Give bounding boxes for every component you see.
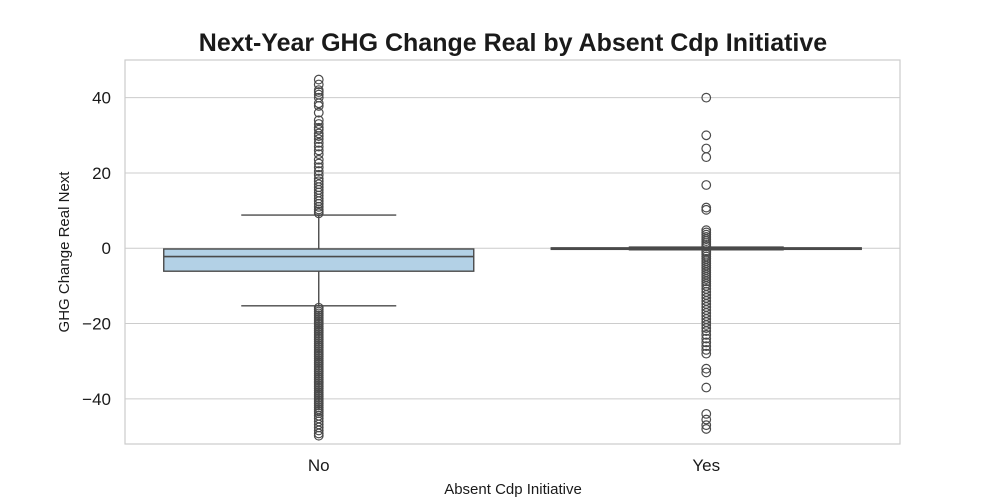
outlier-point <box>701 363 712 374</box>
outlier-point <box>701 348 712 359</box>
box-no <box>163 74 475 441</box>
outlier-point <box>701 130 712 141</box>
outlier-point <box>701 92 712 103</box>
outlier-point <box>701 152 712 163</box>
outlier-point <box>313 425 324 436</box>
outlier-point <box>313 137 324 148</box>
outlier-point <box>313 166 324 176</box>
outlier-point <box>313 208 324 219</box>
outlier-point <box>701 320 712 330</box>
outlier-point <box>313 79 324 90</box>
y-axis-ticks: −40 −20 0 20 40 <box>82 89 111 409</box>
outlier-point <box>313 145 324 156</box>
outlier-point <box>701 414 712 425</box>
outlier-point <box>701 180 712 190</box>
outlier-point <box>313 128 324 139</box>
outlier-point <box>701 143 712 154</box>
outlier-point <box>701 420 712 431</box>
outlier-point <box>313 141 324 152</box>
outlier-point <box>313 107 324 118</box>
y-tick-label: 0 <box>102 239 111 258</box>
outlier-point <box>313 74 324 85</box>
x-tick-label: No <box>308 456 330 475</box>
outlier-point <box>313 154 324 165</box>
outlier-point <box>701 344 712 355</box>
grid-layer <box>125 97 900 400</box>
outlier-point <box>313 98 324 109</box>
plot-frame <box>124 59 901 445</box>
outlier-point <box>313 124 324 135</box>
y-tick-label: 20 <box>92 164 111 183</box>
y-tick-label: 40 <box>92 89 111 108</box>
outlier-point <box>701 382 712 393</box>
outlier-point <box>701 424 712 434</box>
y-axis-label: GHG Change Real Next <box>56 171 73 333</box>
outlier-point <box>701 341 712 352</box>
outlier-point <box>701 337 712 348</box>
outlier-point <box>701 329 712 340</box>
outlier-point <box>313 87 324 97</box>
y-tick-label: −20 <box>82 315 111 334</box>
outlier-point <box>701 204 712 215</box>
outlier-point <box>313 201 324 212</box>
outlier-point <box>313 169 324 180</box>
outlier-point <box>313 119 324 129</box>
outlier-point <box>701 367 712 378</box>
outlier-point <box>313 430 324 441</box>
box-yes <box>550 92 862 434</box>
outlier-point <box>701 326 712 336</box>
outlier-point <box>701 333 712 344</box>
x-tick-label: Yes <box>692 456 720 475</box>
boxes-layer <box>163 74 862 441</box>
outlier-point <box>313 198 324 209</box>
chart-title: Next-Year GHG Change Real by Absent Cdp … <box>199 29 827 57</box>
outlier-point <box>701 323 712 333</box>
outlier-point <box>313 158 324 169</box>
x-axis-ticks: No Yes <box>308 456 720 475</box>
outlier-point <box>313 101 324 111</box>
outlier-point <box>313 115 324 126</box>
outlier-point <box>313 134 324 144</box>
iqr-box <box>163 248 475 272</box>
y-tick-label: −40 <box>82 390 111 409</box>
x-axis-label: Absent Cdp Initiative <box>444 481 582 498</box>
outlier-point <box>313 149 324 160</box>
outlier-point <box>313 131 324 141</box>
outlier-point <box>701 408 712 419</box>
outlier-point <box>313 162 324 173</box>
